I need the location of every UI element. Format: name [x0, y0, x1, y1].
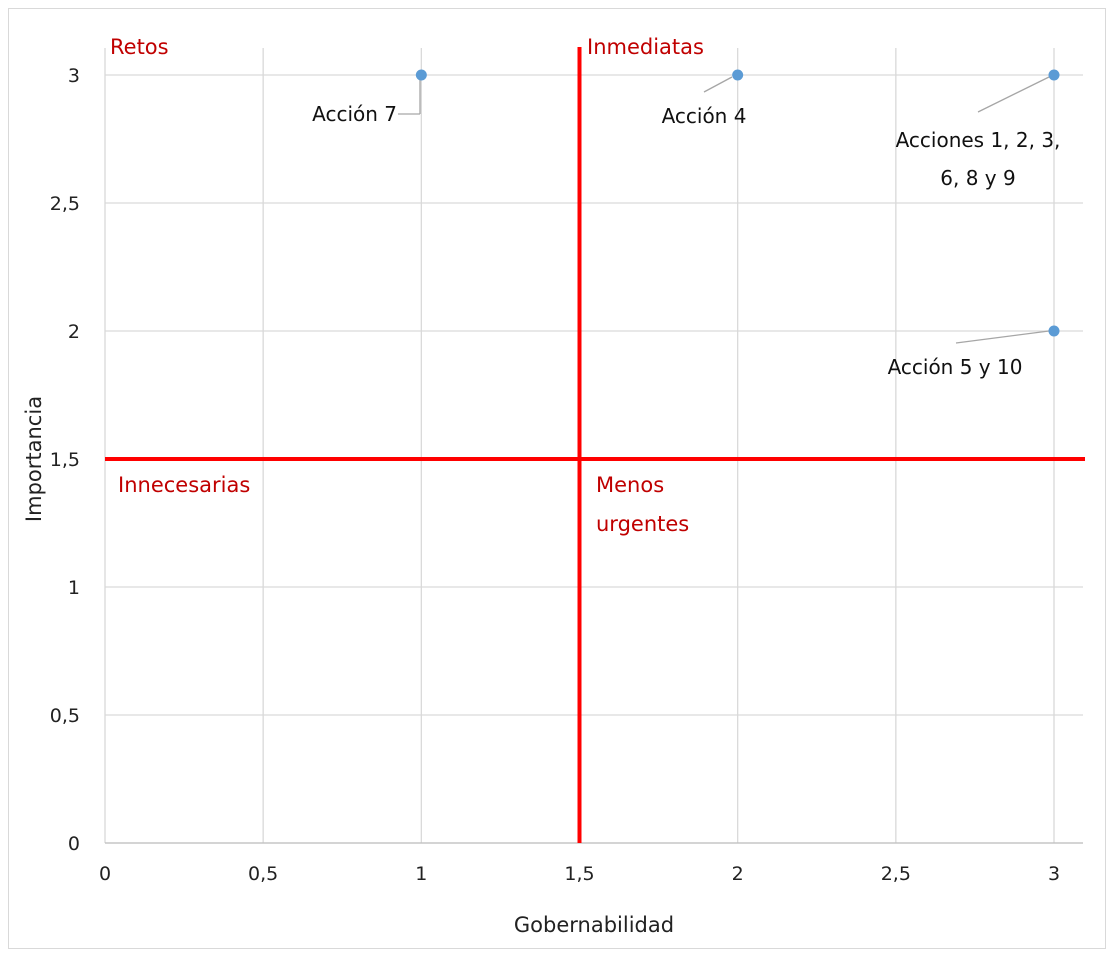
- quadrant-label-menos: Menos: [596, 473, 664, 497]
- data-points: [415, 69, 1060, 337]
- y-tick-label: 1: [68, 577, 80, 599]
- data-point: [415, 69, 427, 81]
- y-tick-label: 0,5: [50, 705, 80, 727]
- x-tick-label: 1: [415, 863, 427, 885]
- quadrant-label-inmediatas: Inmediatas: [587, 35, 704, 59]
- x-tick-label: 0: [99, 863, 111, 885]
- y-tick-label: 3: [68, 65, 80, 87]
- leader-line: [955, 330, 1050, 344]
- x-tick-label: 2,5: [881, 863, 911, 885]
- leader-lines: [398, 76, 1050, 344]
- y-axis-title: Importancia: [22, 396, 46, 522]
- quadrant-label-retos: Retos: [110, 35, 169, 59]
- tick-labels: 0 0,5 1 1,5 2 2,5 3 0 0,5 1 1,5 2 2,5 3: [50, 65, 1060, 885]
- leader-line: [703, 76, 733, 93]
- x-tick-label: 2: [732, 863, 744, 885]
- grid-lines: [104, 48, 1083, 844]
- x-tick-label: 1,5: [564, 863, 594, 885]
- data-point: [732, 69, 744, 81]
- reference-lines: [105, 47, 1085, 843]
- point-labels: Acción 7 Acción 4 Acciones 1, 2, 3, 6, 8 y …: [312, 102, 1060, 379]
- x-tick-label: 3: [1048, 863, 1060, 885]
- y-tick-label: 1,5: [50, 449, 80, 471]
- quadrant-label-urgentes: urgentes: [596, 512, 689, 536]
- x-tick-label: 0,5: [248, 863, 278, 885]
- point-label: Acción 4: [662, 104, 747, 128]
- y-tick-label: 2,5: [50, 193, 80, 215]
- chart-frame: [8, 8, 1106, 949]
- point-label: Acciones 1, 2, 3,: [896, 128, 1061, 152]
- data-point: [1048, 325, 1060, 337]
- y-tick-label: 0: [68, 833, 80, 855]
- point-label: Acción 5 y 10: [888, 355, 1023, 379]
- point-label: 6, 8 y 9: [940, 166, 1015, 190]
- point-label: Acción 7: [312, 102, 397, 126]
- y-tick-label: 2: [68, 321, 80, 343]
- quadrant-label-innecesarias: Innecesarias: [118, 473, 250, 497]
- data-point: [1048, 69, 1060, 81]
- x-axis-title: Gobernabilidad: [514, 913, 674, 937]
- leader-line: [977, 76, 1050, 113]
